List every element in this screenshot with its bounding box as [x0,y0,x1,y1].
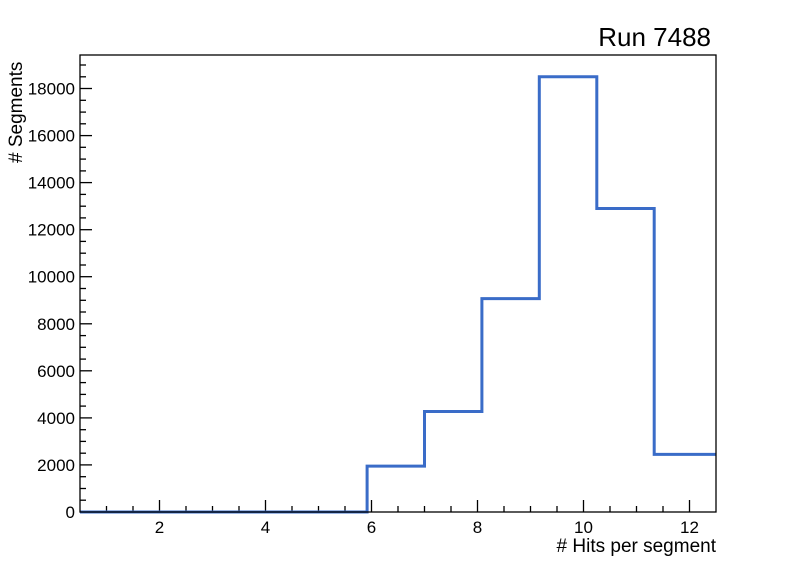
y-tick-label: 16000 [28,127,75,146]
y-tick-label: 0 [66,503,75,522]
y-tick-label: 8000 [37,315,75,334]
x-axis-title: # Hits per segment [557,536,717,557]
x-axis-tick-labels: 2 4 6 8 10 12 [155,518,699,537]
histogram-line [80,75,716,514]
y-tick-label: 2000 [37,456,75,475]
x-tick-label: 6 [367,518,376,537]
x-axis-major-ticks [158,500,691,512]
y-axis-title: # Segments [6,62,27,163]
y-tick-label: 6000 [37,362,75,381]
y-tick-label: 18000 [28,80,75,99]
x-tick-label: 8 [473,518,482,537]
x-tick-label: 12 [680,518,699,537]
y-axis-tick-labels: 0 2000 4000 6000 8000 10000 12000 14000 16000 180… [28,80,75,523]
y-tick-label: 14000 [28,174,75,193]
x-tick-label: 10 [574,518,593,537]
y-tick-label: 4000 [37,409,75,428]
chart-title: Run 7488 [598,22,711,52]
y-tick-label: 12000 [28,221,75,240]
y-axis-minor-ticks [80,64,86,501]
x-tick-label: 4 [261,518,270,537]
y-tick-label: 10000 [28,268,75,287]
plot-frame [79,54,717,513]
x-tick-label: 2 [155,518,164,537]
